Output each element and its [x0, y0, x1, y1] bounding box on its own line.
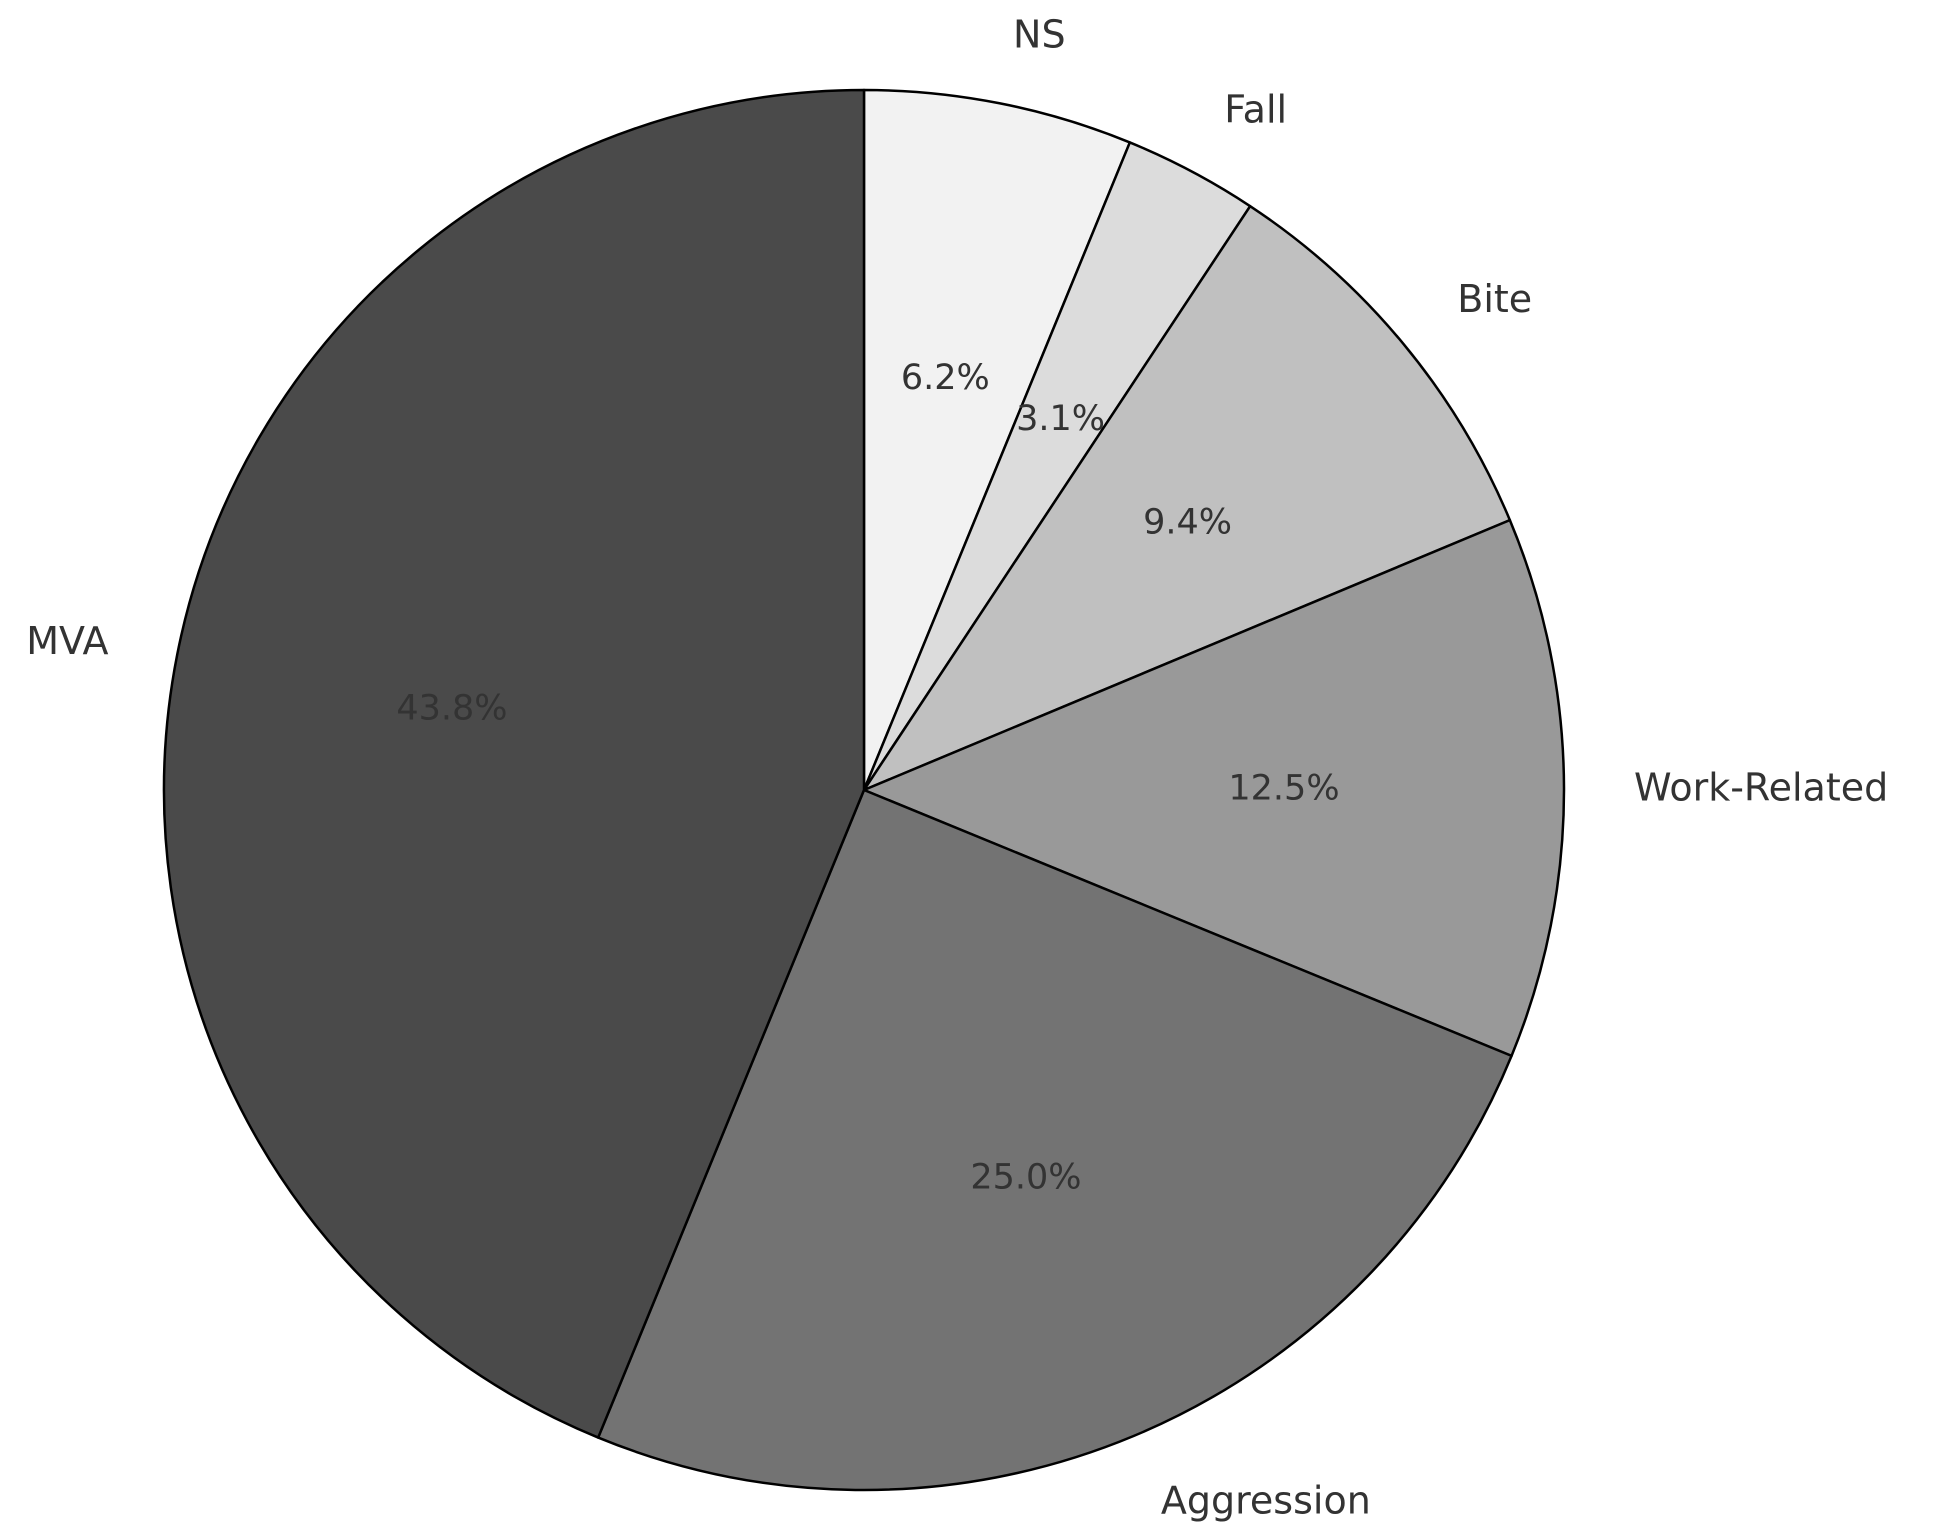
percent-label: 9.4%	[1143, 502, 1232, 542]
percent-label: 12.5%	[1228, 769, 1339, 809]
percent-label: 6.2%	[901, 358, 990, 398]
pie-slice	[862, 204, 1512, 792]
slice-label: NS	[1013, 13, 1066, 57]
pie-slice	[596, 788, 1513, 1492]
slice-label: Fall	[1224, 88, 1287, 132]
pie-slice	[862, 518, 1566, 1058]
pie-slice	[162, 88, 866, 1439]
percent-label: 43.8%	[396, 689, 507, 729]
slice-label: Bite	[1457, 277, 1532, 321]
slice-label: MVA	[26, 619, 108, 663]
slice-label: Aggression	[1161, 1478, 1371, 1522]
slice-label: Work-Related	[1634, 766, 1888, 810]
percent-label: 25.0%	[970, 1158, 1081, 1198]
percent-label: 3.1%	[1016, 399, 1105, 439]
pie-slice	[862, 88, 1132, 792]
